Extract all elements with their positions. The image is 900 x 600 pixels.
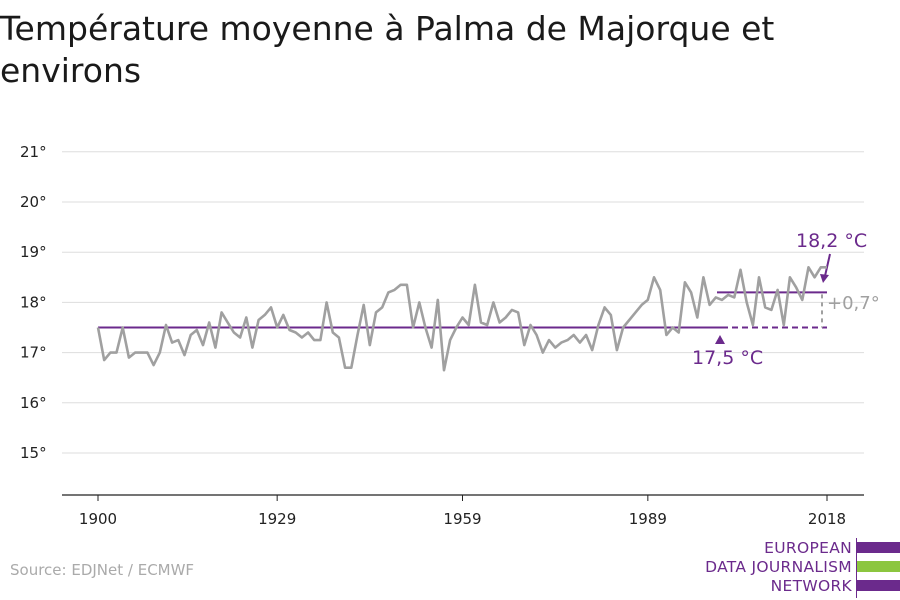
y-axis: 15° 16° 17° 18° 19° 20° 21° — [20, 143, 47, 462]
edjnet-logo: EUROPEAN DATA JOURNALISM NETWORK — [700, 538, 900, 598]
difference-label: +0,7° — [827, 293, 880, 314]
logo-divider — [856, 538, 857, 598]
logo-line-3: NETWORK — [770, 577, 852, 595]
chart-title: Température moyenne à Palma de Majorque … — [0, 9, 775, 90]
y-tick-label-21: 21° — [20, 143, 47, 161]
recent-arrow-head — [820, 274, 829, 283]
gridlines — [62, 151, 864, 454]
source-note: Source: EDJNet / ECMWF — [10, 561, 195, 579]
baseline-arrow-head — [715, 335, 725, 344]
series — [96, 265, 827, 372]
recent-arrow-line — [824, 253, 831, 277]
x-axis: 1900 1929 1959 1989 2018 — [62, 494, 864, 528]
logo-bar-green — [857, 561, 900, 572]
baseline-average-label: 17,5 °C — [692, 347, 763, 369]
x-tick-label-1900: 1900 — [79, 510, 117, 528]
y-tick-label-15: 15° — [20, 444, 47, 462]
x-tick-label-2018: 2018 — [808, 510, 846, 528]
logo-bar-purple-2 — [857, 580, 900, 591]
x-tick-label-1929: 1929 — [258, 510, 296, 528]
temperature-series-line — [96, 265, 827, 372]
logo-line-2: DATA JOURNALISM — [705, 558, 852, 576]
annotation-labels: 18,2 °C 17,5 °C +0,7° — [692, 230, 880, 369]
logo-line-1: EUROPEAN — [764, 539, 852, 557]
recent-average-label: 18,2 °C — [796, 230, 867, 252]
y-tick-label-20: 20° — [20, 193, 47, 211]
annotations — [98, 253, 831, 344]
y-tick-label-16: 16° — [20, 394, 47, 412]
y-tick-label-17: 17° — [20, 344, 47, 362]
x-tick-label-1959: 1959 — [443, 510, 481, 528]
logo-bar-purple-1 — [857, 542, 900, 553]
y-tick-label-19: 19° — [20, 243, 47, 261]
y-tick-label-18: 18° — [20, 293, 47, 311]
x-tick-label-1989: 1989 — [629, 510, 667, 528]
